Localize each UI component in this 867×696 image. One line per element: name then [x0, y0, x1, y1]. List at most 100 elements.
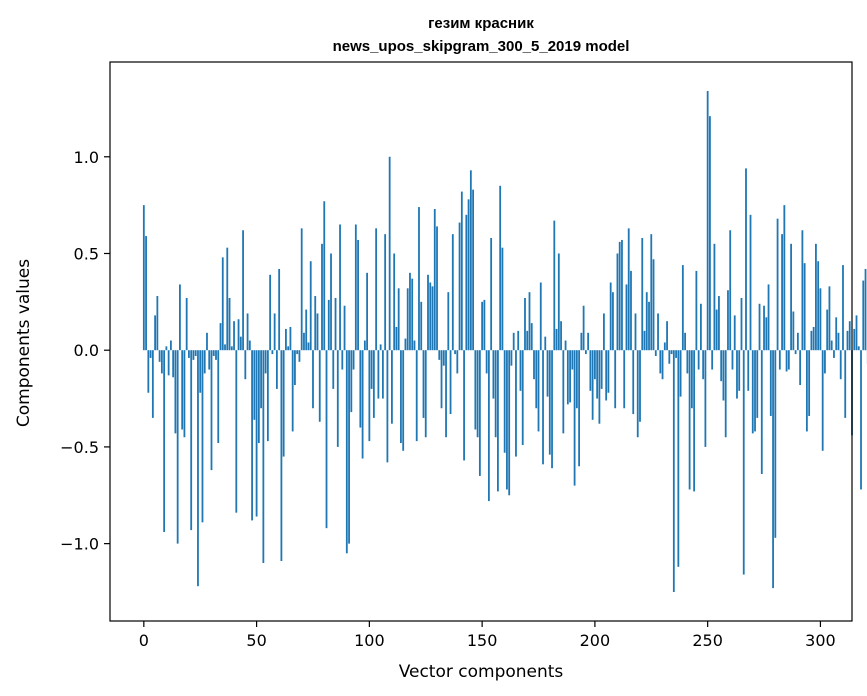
bar: [846, 330, 849, 351]
bar: [533, 350, 535, 380]
bar: [562, 350, 565, 434]
bar: [433, 209, 436, 351]
bar: [181, 350, 184, 430]
bar: [560, 321, 562, 351]
bar: [163, 350, 166, 533]
bar: [618, 241, 621, 351]
bar: [546, 350, 549, 397]
bar: [467, 199, 470, 351]
bar: [251, 350, 253, 521]
bar: [575, 350, 578, 409]
bar: [158, 350, 161, 362]
bar: [736, 350, 738, 399]
bar: [287, 346, 290, 351]
bar: [641, 238, 644, 351]
bar: [499, 185, 502, 351]
bar: [176, 350, 179, 544]
bar: [751, 350, 754, 434]
bar: [557, 253, 560, 351]
bar: [172, 350, 175, 378]
bar: [790, 243, 792, 351]
bar: [454, 350, 456, 355]
bar: [472, 189, 474, 351]
bar: [769, 350, 772, 416]
bar: [844, 350, 847, 418]
bar: [778, 350, 781, 370]
bar: [697, 350, 700, 370]
bar: [388, 156, 391, 351]
bar: [539, 282, 542, 351]
bar: [253, 350, 256, 420]
bar: [359, 350, 362, 428]
bar: [289, 326, 292, 351]
chart-subtitle: news_upos_skipgram_300_5_2019 model: [333, 38, 630, 55]
bar: [776, 218, 779, 351]
bar: [733, 315, 736, 351]
bar: [318, 350, 321, 422]
bar: [169, 340, 172, 351]
bar: [463, 350, 465, 461]
bar: [445, 350, 447, 438]
bar: [219, 323, 222, 351]
bar: [785, 350, 788, 372]
bar: [257, 350, 260, 444]
bar: [593, 350, 596, 380]
bar: [826, 309, 829, 351]
bar: [501, 247, 504, 351]
bar: [578, 350, 580, 467]
bar: [537, 350, 540, 432]
bar: [636, 350, 639, 438]
bar: [623, 350, 626, 409]
bar: [185, 297, 188, 351]
x-axis-ticks: 0 50 100 150 200 250 300: [139, 621, 836, 650]
bar: [508, 350, 511, 496]
bar: [760, 350, 763, 474]
bar: [415, 350, 418, 442]
bar: [805, 350, 808, 432]
bar: [167, 350, 170, 376]
bar: [183, 350, 186, 438]
bar: [801, 230, 804, 351]
bar: [266, 350, 269, 442]
bar: [799, 350, 802, 386]
bar: [839, 350, 842, 380]
bar: [312, 350, 314, 409]
bar: [855, 315, 858, 351]
bar: [742, 350, 745, 575]
bar: [237, 319, 240, 351]
bar: [420, 301, 423, 351]
bar: [400, 350, 402, 444]
bar: [494, 350, 497, 438]
bar: [853, 328, 856, 351]
y-tick-label: 0.5: [74, 244, 99, 263]
bar: [727, 290, 729, 351]
bar: [370, 350, 373, 389]
bar: [303, 332, 305, 351]
bar: [781, 234, 783, 351]
bar: [754, 350, 756, 432]
bar: [208, 350, 211, 370]
y-tick-label: −0.5: [60, 438, 99, 457]
bar: [657, 313, 659, 351]
bar: [194, 350, 197, 356]
bar: [639, 350, 641, 422]
bar: [230, 346, 233, 351]
bar: [612, 292, 614, 351]
bar: [341, 350, 344, 370]
bar: [519, 350, 522, 391]
bar: [765, 317, 768, 351]
bar: [309, 261, 312, 351]
bar: [587, 332, 590, 351]
bar: [810, 330, 813, 351]
bar: [296, 350, 299, 355]
bar: [242, 230, 244, 351]
bar: [860, 350, 862, 490]
y-tick-label: 0.0: [74, 341, 99, 360]
bar: [474, 350, 477, 430]
bar: [758, 303, 761, 351]
bar: [555, 328, 558, 351]
bar: [291, 350, 294, 432]
bar: [440, 350, 443, 409]
bar: [672, 350, 675, 592]
bar: [280, 350, 283, 562]
